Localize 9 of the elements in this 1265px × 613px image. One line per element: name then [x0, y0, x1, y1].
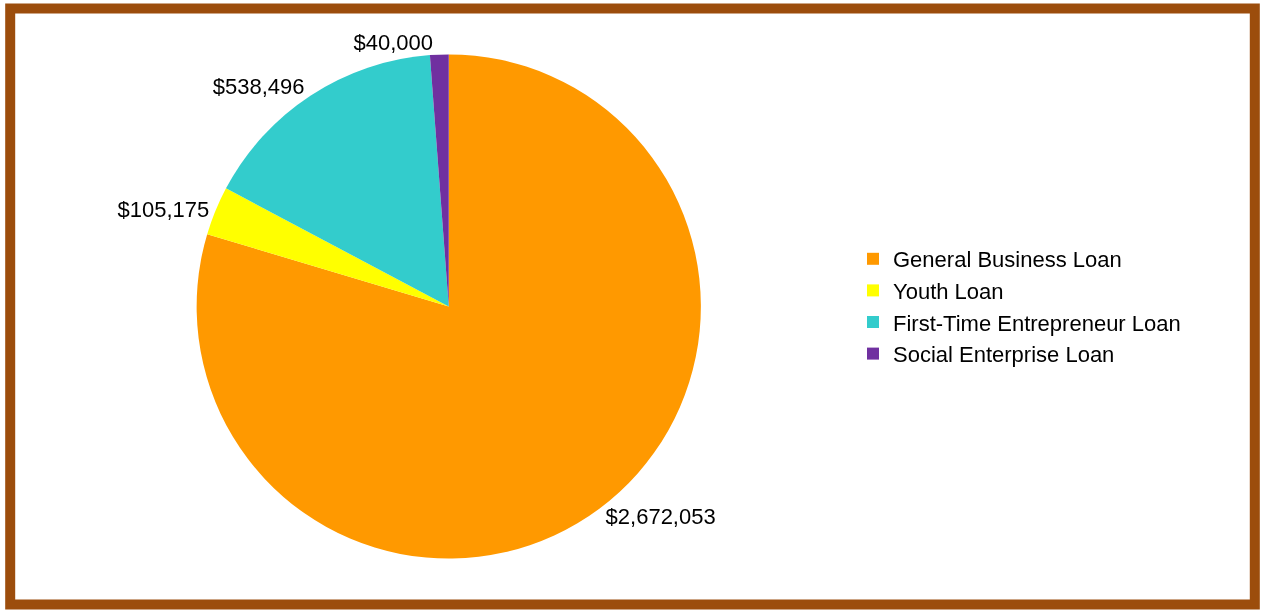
data-label: $105,175: [117, 196, 210, 222]
data-label: $2,672,053: [605, 504, 716, 530]
data-label: $538,496: [212, 74, 305, 100]
legend-label: General Business Loan: [893, 247, 1122, 273]
data-label: $40,000: [353, 29, 434, 55]
legend-label: First-Time Entrepreneur Loan: [893, 310, 1181, 336]
legend-label: Social Enterprise Loan: [893, 342, 1115, 368]
pie-slice: [207, 188, 449, 307]
legend-label: Youth Loan: [893, 278, 1004, 304]
